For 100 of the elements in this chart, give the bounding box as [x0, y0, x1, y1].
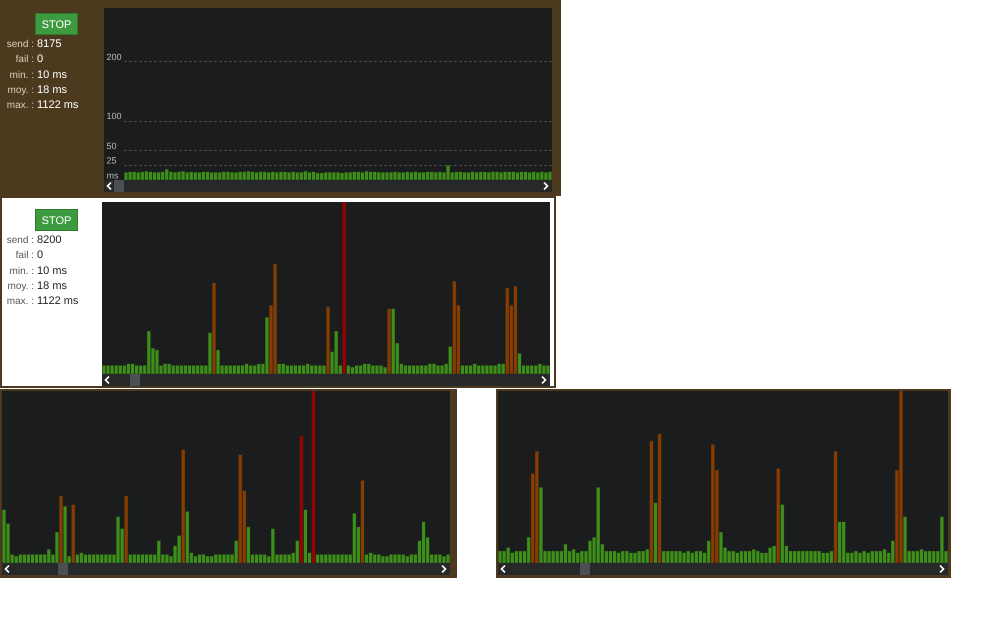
bar: [362, 363, 367, 374]
bar: [104, 554, 108, 563]
bar: [596, 487, 600, 563]
bar: [620, 550, 625, 563]
bar: [289, 365, 294, 374]
bar: [380, 556, 385, 563]
bar: [163, 363, 168, 374]
bar: [446, 554, 450, 563]
bar: [641, 550, 646, 563]
bar: [547, 550, 552, 563]
bar: [156, 540, 161, 563]
bar: [279, 554, 283, 563]
bar: [118, 365, 122, 374]
bar: [506, 547, 510, 563]
bar: [488, 365, 493, 374]
bar: [270, 528, 275, 563]
bar: [360, 480, 364, 563]
bar: [808, 550, 813, 563]
bar: [285, 365, 290, 374]
bar: [440, 365, 444, 374]
bar: [710, 444, 715, 563]
bar: [38, 554, 43, 563]
bar: [518, 550, 522, 563]
bar: [858, 552, 862, 563]
bar: [312, 391, 316, 563]
bar: [563, 544, 568, 563]
bar: [244, 363, 249, 374]
bar: [342, 202, 346, 374]
bar: [326, 306, 330, 374]
bar: [576, 552, 580, 563]
bar: [555, 550, 560, 563]
bar: [674, 550, 678, 563]
bar: [915, 550, 920, 563]
bar: [273, 264, 278, 374]
bar: [480, 365, 485, 374]
bar: [649, 440, 654, 563]
bar: [114, 365, 118, 374]
bar: [224, 365, 228, 374]
bar: [258, 554, 263, 563]
y-tick-label: 100: [106, 111, 122, 122]
bar: [336, 554, 340, 563]
bar: [546, 365, 550, 374]
bar: [171, 365, 176, 374]
bar: [293, 365, 298, 374]
bar: [384, 556, 389, 563]
bar: [334, 330, 338, 374]
bar: [690, 552, 694, 563]
bar: [739, 550, 744, 563]
bar: [146, 330, 151, 374]
bar: [412, 365, 416, 374]
y-tick-label: ms: [106, 170, 119, 180]
bar: [387, 308, 392, 374]
bar: [281, 363, 286, 374]
bar: [26, 554, 30, 563]
bar: [727, 550, 732, 563]
bar: [752, 549, 756, 563]
bar: [71, 504, 76, 563]
bar: [882, 549, 887, 563]
text: min. : 10 ms: [8, 68, 68, 81]
bar: [388, 554, 393, 563]
bar: [306, 363, 310, 374]
bar: [144, 554, 149, 563]
bar: [358, 365, 363, 374]
bar: [374, 365, 379, 374]
bar: [497, 363, 502, 374]
bar: [248, 365, 253, 374]
bar: [210, 556, 214, 563]
bar: [538, 363, 542, 374]
bar: [320, 554, 324, 563]
bar: [666, 550, 670, 563]
bar: [534, 365, 538, 374]
bar: [148, 554, 153, 563]
bar: [442, 556, 446, 563]
bar: [842, 522, 846, 563]
bar: [232, 365, 236, 374]
y-tick-label: 200: [106, 52, 122, 62]
bar: [878, 550, 883, 563]
text: STOP: [35, 209, 78, 231]
bar: [34, 554, 39, 563]
text: max. : 1122 ms: [6, 295, 78, 308]
bar: [324, 554, 328, 563]
bar: [240, 365, 244, 374]
text: send : 8200: [6, 234, 62, 246]
bar: [236, 365, 240, 374]
text: moy. : 18 ms: [6, 280, 68, 292]
bar: [193, 556, 198, 563]
bar: [476, 365, 481, 374]
bar: [436, 365, 440, 374]
bar: [340, 554, 344, 563]
bar: [83, 554, 88, 563]
bar: [350, 366, 354, 374]
bar: [299, 436, 304, 563]
bar: [110, 365, 114, 374]
bar: [100, 554, 104, 563]
bar: [432, 363, 436, 374]
bar: [932, 550, 936, 563]
bar: [124, 496, 128, 563]
bar: [181, 449, 186, 563]
bar: [756, 550, 760, 563]
bar: [505, 288, 510, 374]
